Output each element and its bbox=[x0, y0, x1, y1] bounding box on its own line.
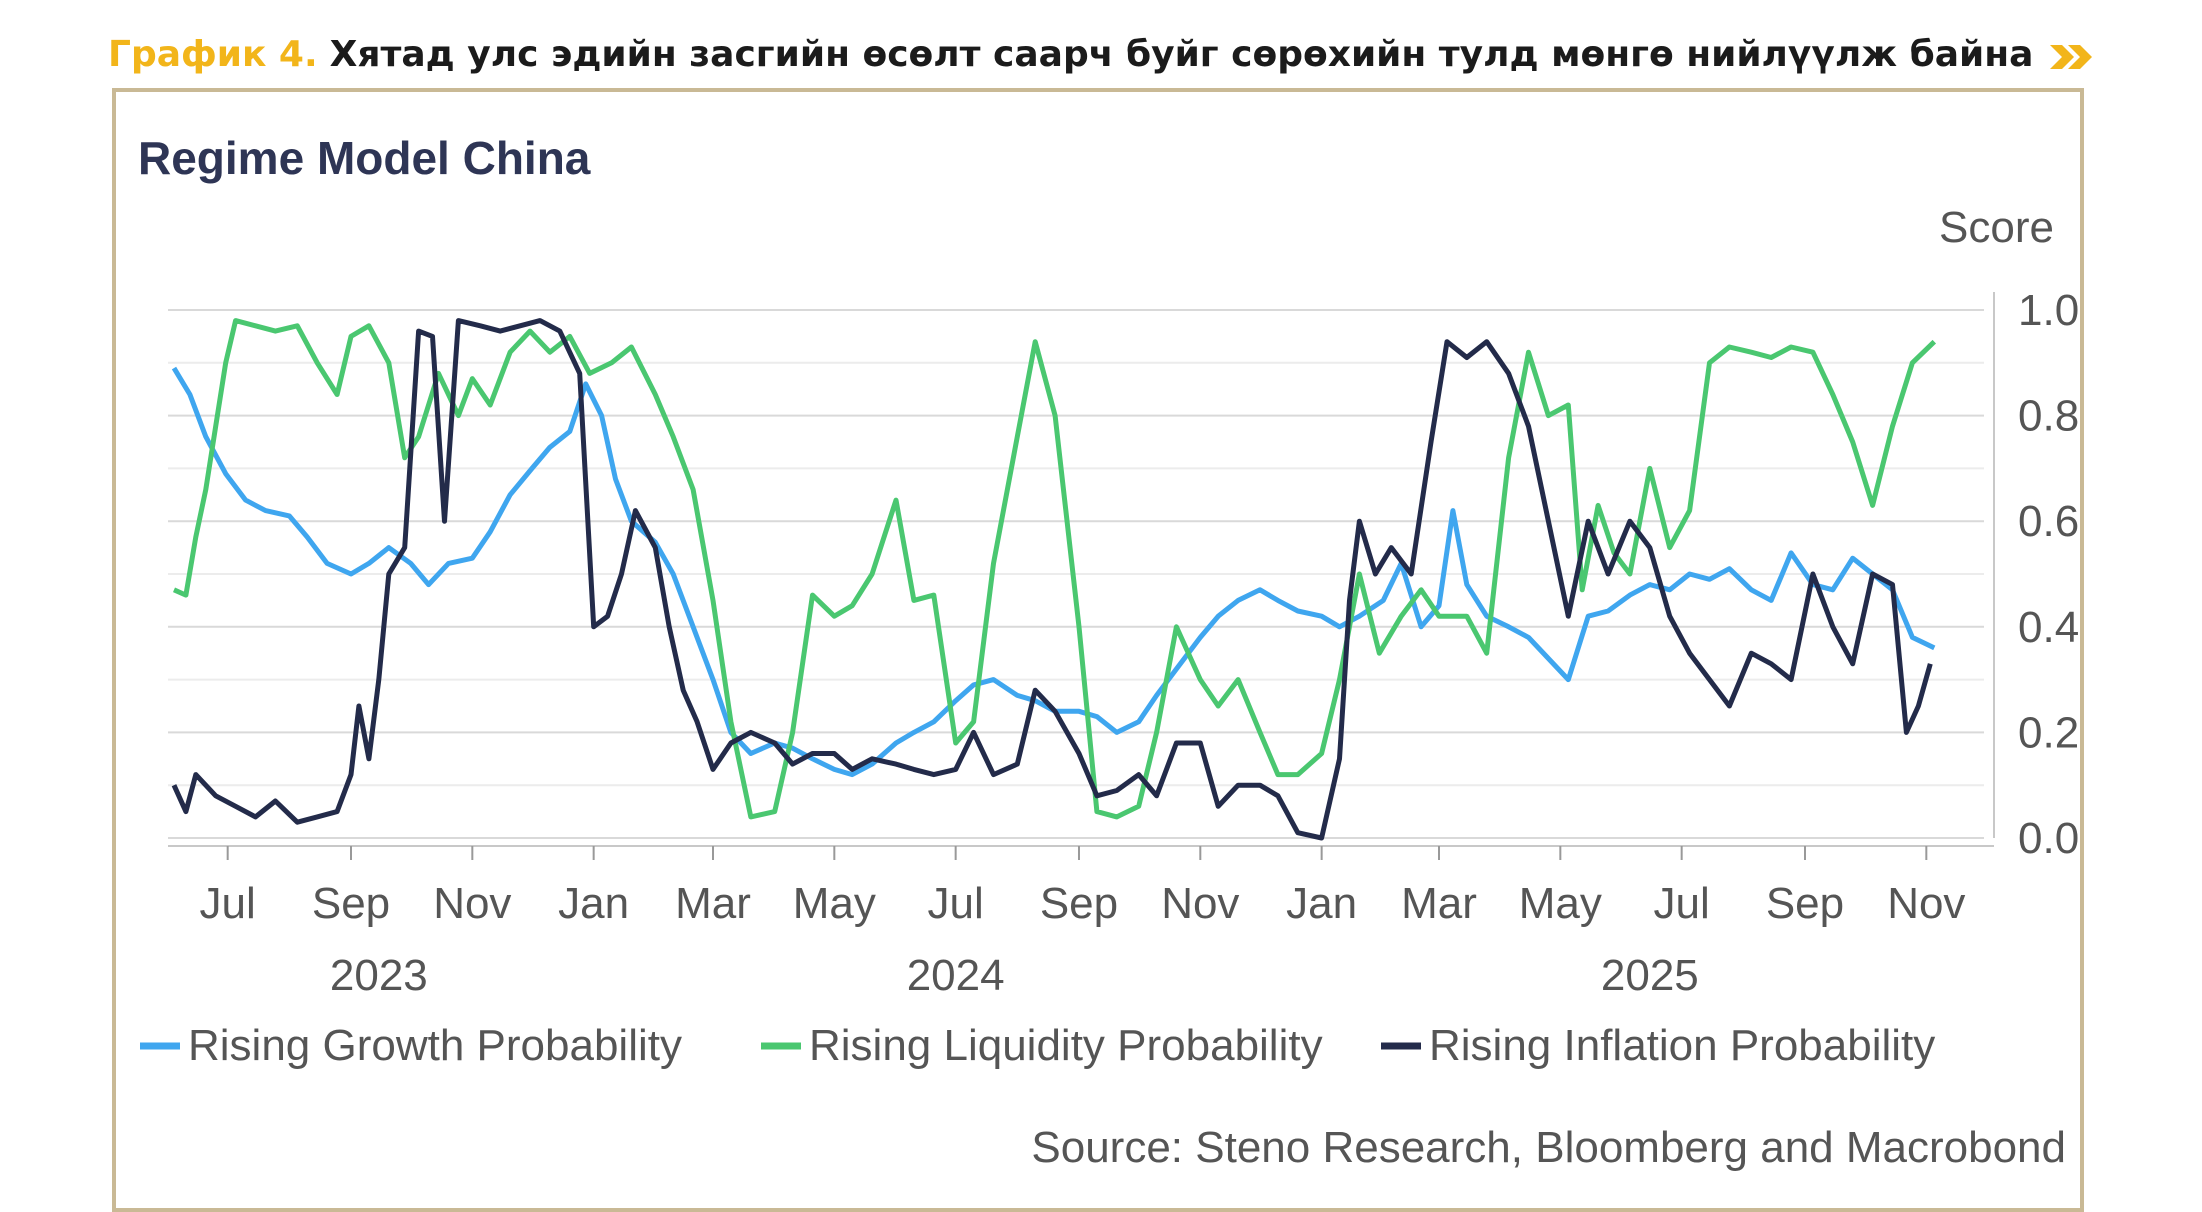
y-tick-label: 0.8 bbox=[2018, 392, 2079, 441]
chart-title: Regime Model China bbox=[138, 132, 591, 184]
chart: Regime Model China Score 0.0 0.2 0.4 0.6 0.8… bbox=[138, 132, 2079, 1172]
year-label: 2024 bbox=[907, 951, 1005, 1000]
y-tick-label: 0.4 bbox=[2018, 603, 2079, 652]
x-tick-label: Nov bbox=[433, 879, 511, 928]
legend-label: Rising Growth Probability bbox=[188, 1021, 682, 1070]
figure-caption: График 4. Хятад улс эдийн засгийн өсөлт с… bbox=[108, 34, 2098, 90]
x-tick-label: Mar bbox=[675, 879, 751, 928]
legend-label: Rising Inflation Probability bbox=[1429, 1021, 1935, 1070]
year-label: 2025 bbox=[1601, 951, 1699, 1000]
x-tick-label: Nov bbox=[1161, 879, 1239, 928]
year-label: 2023 bbox=[330, 951, 428, 1000]
axes: 0.0 0.2 0.4 0.6 0.8 1.0 Jul Sep Nov Jan Mar May Jul S… bbox=[168, 286, 2079, 1000]
chart-frame: Regime Model China Score 0.0 0.2 0.4 0.6 0.8… bbox=[112, 88, 2084, 1212]
x-tick-label: Mar bbox=[1401, 879, 1477, 928]
series-lines bbox=[171, 318, 1937, 841]
legend: Rising Growth Probability Rising Liquidit… bbox=[140, 1021, 1935, 1070]
x-tick-label: Jul bbox=[1654, 879, 1710, 928]
x-tick-label: Sep bbox=[312, 879, 390, 928]
x-tick-label: Jan bbox=[1286, 879, 1357, 928]
x-tick-label: May bbox=[1519, 879, 1602, 928]
x-tick-label: Jul bbox=[928, 879, 984, 928]
series-line-3 bbox=[171, 318, 1933, 841]
x-tick-label: Nov bbox=[1887, 879, 1965, 928]
y-axis-label: Score bbox=[1939, 203, 2054, 252]
x-tick-label: Sep bbox=[1040, 879, 1118, 928]
source-note: Source: Steno Research, Bloomberg and Ma… bbox=[1031, 1123, 2066, 1172]
y-tick-label: 0.0 bbox=[2018, 814, 2079, 863]
y-tick-label: 1.0 bbox=[2018, 286, 2079, 335]
double-chevron-right-icon bbox=[2050, 45, 2092, 69]
figure-caption-text: Хятад улс эдийн засгийн өсөлт саарч буйг… bbox=[329, 34, 2034, 75]
figure-label: График 4. bbox=[108, 34, 318, 75]
y-tick-label: 0.6 bbox=[2018, 497, 2079, 546]
x-tick-label: Jul bbox=[200, 879, 256, 928]
x-tick-label: May bbox=[793, 879, 876, 928]
legend-label: Rising Liquidity Probability bbox=[809, 1021, 1323, 1070]
x-tick-label: Jan bbox=[558, 879, 629, 928]
y-tick-label: 0.2 bbox=[2018, 708, 2079, 757]
series-line-1 bbox=[171, 366, 1936, 778]
x-tick-label: Sep bbox=[1766, 879, 1844, 928]
